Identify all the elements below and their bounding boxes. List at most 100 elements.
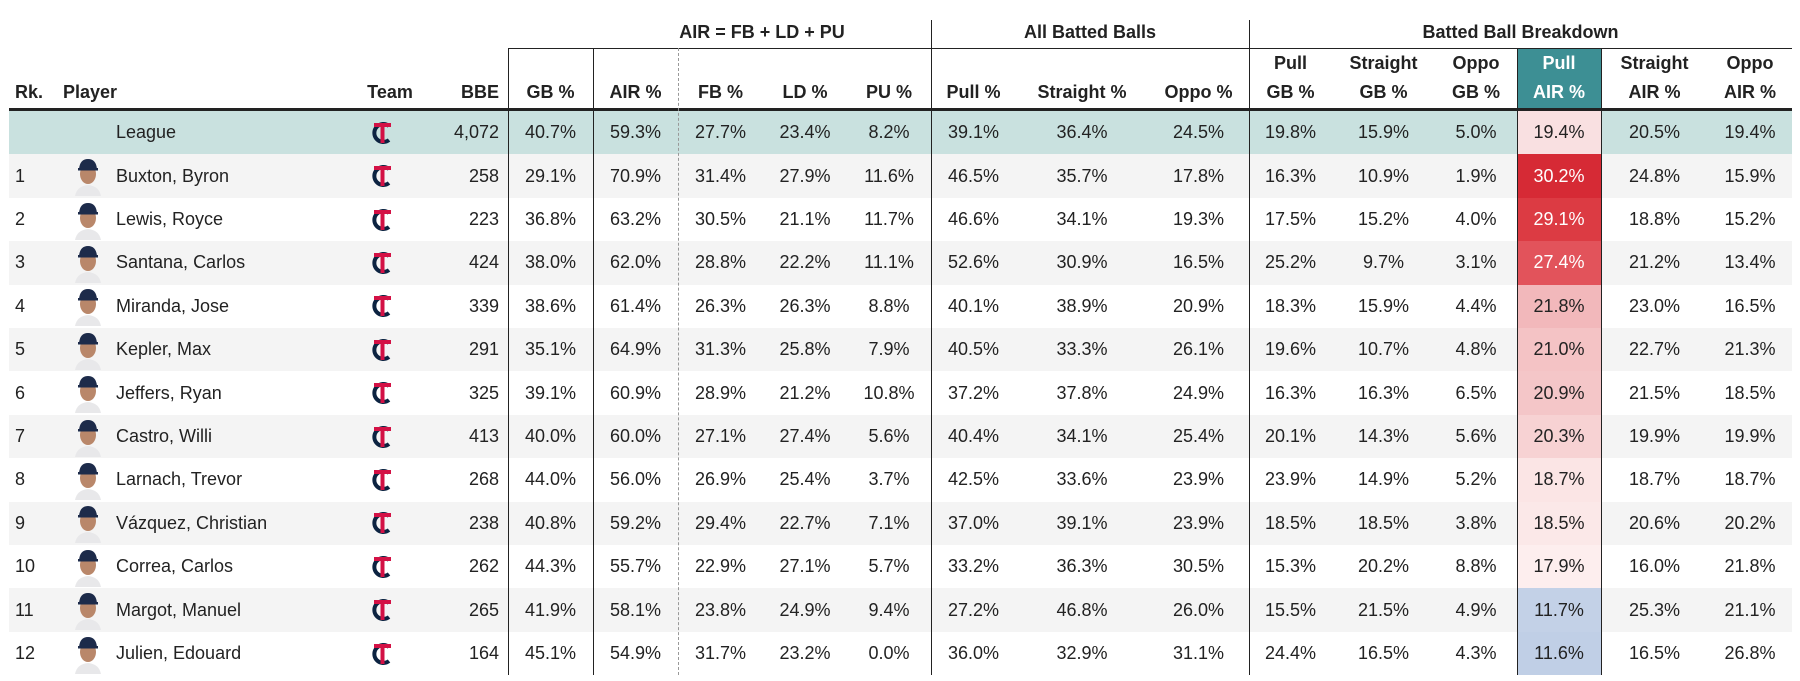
- cell: 238: [468, 512, 499, 533]
- cell: 64.9%: [609, 339, 662, 360]
- group-header: AIR = FB + LD + PU: [679, 21, 845, 42]
- cell: 42.5%: [947, 469, 1000, 490]
- cell: 25.2%: [1264, 252, 1317, 273]
- team-logo: [372, 338, 391, 361]
- cell: 30.2%: [1517, 154, 1601, 198]
- cell: 63.2%: [609, 208, 662, 229]
- cell: 27.7%: [694, 122, 747, 143]
- player-headshot: [75, 549, 101, 587]
- row-background: [9, 154, 1792, 198]
- column-header: Rk.: [15, 81, 44, 102]
- cell: 29.1%: [1517, 197, 1601, 242]
- cell: 56.0%: [609, 469, 662, 490]
- cell: 70.9%: [609, 165, 662, 186]
- column-header: Straight: [1620, 52, 1689, 73]
- cell: 46.5%: [947, 165, 1000, 186]
- cell: 17.5%: [1264, 208, 1317, 229]
- cell: 14.3%: [1357, 425, 1410, 446]
- column-divider: [593, 48, 594, 676]
- cell: 20.9%: [1172, 295, 1225, 316]
- column-header: BBE: [460, 81, 499, 102]
- team-logo: [372, 121, 391, 144]
- cell: 15.2%: [1724, 208, 1776, 229]
- cell: 26.0%: [1172, 599, 1225, 620]
- cell: 7.1%: [868, 512, 910, 533]
- cell: 36.3%: [1056, 556, 1108, 577]
- column-header: Oppo: [1726, 52, 1774, 73]
- team-logo: [372, 425, 391, 448]
- cell: 19.8%: [1264, 122, 1317, 143]
- row-background: [9, 111, 1792, 155]
- cell: Jeffers, Ryan: [116, 382, 222, 403]
- cell: 40.8%: [524, 512, 577, 533]
- cell: 28.9%: [694, 382, 747, 403]
- cell: 4: [15, 295, 26, 316]
- column-header: GB %: [1451, 81, 1500, 102]
- cell: 4.9%: [1455, 599, 1497, 620]
- cell: 21.8%: [1517, 284, 1601, 328]
- cell: 24.9%: [1172, 382, 1225, 403]
- header-rule: [508, 48, 1792, 49]
- cell: 11.7%: [864, 208, 914, 229]
- group-header: Batted Ball Breakdown: [1422, 21, 1619, 42]
- column-header: Straight: [1349, 52, 1418, 73]
- cell: 19.6%: [1264, 339, 1317, 360]
- cell: 61.4%: [609, 295, 662, 316]
- cell: 4,072: [453, 122, 499, 143]
- team-logo: [372, 382, 391, 405]
- cell: 424: [468, 252, 499, 273]
- cell: Buxton, Byron: [116, 165, 230, 186]
- cell: 9: [15, 512, 26, 533]
- cell: 22.7%: [779, 512, 831, 533]
- cell: 27.4%: [779, 425, 831, 446]
- cell: 15.9%: [1357, 122, 1410, 143]
- cell: 19.9%: [1724, 425, 1776, 446]
- cell: 18.7%: [1724, 469, 1776, 490]
- cell: 25.3%: [1628, 599, 1681, 620]
- cell: 40.7%: [524, 122, 577, 143]
- cell: 18.7%: [1517, 458, 1601, 502]
- cell: 5: [15, 339, 26, 360]
- cell: 38.6%: [524, 295, 577, 316]
- cell: 35.1%: [524, 339, 577, 360]
- cell: 46.8%: [1056, 599, 1108, 620]
- cell: 15.9%: [1724, 165, 1776, 186]
- cell: 30.5%: [1172, 556, 1225, 577]
- cell: 5.7%: [868, 556, 910, 577]
- row-background: [9, 631, 1792, 676]
- cell: 11.6%: [1517, 631, 1601, 676]
- cell: 5.2%: [1455, 469, 1497, 490]
- cell: 6.5%: [1455, 382, 1497, 403]
- cell: 24.4%: [1264, 642, 1317, 663]
- cell: 1: [15, 165, 26, 186]
- group-header: All Batted Balls: [1023, 21, 1157, 42]
- row-background: [9, 501, 1792, 545]
- cell: 62.0%: [609, 252, 662, 273]
- cell: 39.1%: [1056, 512, 1108, 533]
- cell: 3.7%: [868, 469, 910, 490]
- cell: 15.3%: [1264, 556, 1317, 577]
- cell: Vázquez, Christian: [116, 512, 268, 533]
- cell: 21.2%: [1628, 252, 1681, 273]
- cell: 20.2%: [1357, 556, 1410, 577]
- cell: 262: [468, 556, 499, 577]
- cell: 5.6%: [1455, 425, 1497, 446]
- cell: 15.5%: [1264, 599, 1317, 620]
- cell: 29.1%: [524, 165, 577, 186]
- cell: 21.1%: [1724, 599, 1776, 620]
- cell: 40.4%: [947, 425, 1000, 446]
- cell: Santana, Carlos: [116, 252, 246, 273]
- cell: 39.1%: [947, 122, 1000, 143]
- cell: 31.3%: [694, 339, 747, 360]
- column-header: GB %: [1359, 81, 1408, 102]
- cell: 7.9%: [868, 339, 910, 360]
- cell: 4.4%: [1455, 295, 1497, 316]
- cell: 26.3%: [779, 295, 831, 316]
- row-background: [9, 371, 1792, 415]
- cell: 45.1%: [524, 642, 577, 663]
- cell: 2: [15, 208, 26, 229]
- cell: Lewis, Royce: [116, 208, 224, 229]
- cell: 20.5%: [1628, 122, 1681, 143]
- cell: 5.0%: [1455, 122, 1497, 143]
- cell: 44.3%: [524, 556, 577, 577]
